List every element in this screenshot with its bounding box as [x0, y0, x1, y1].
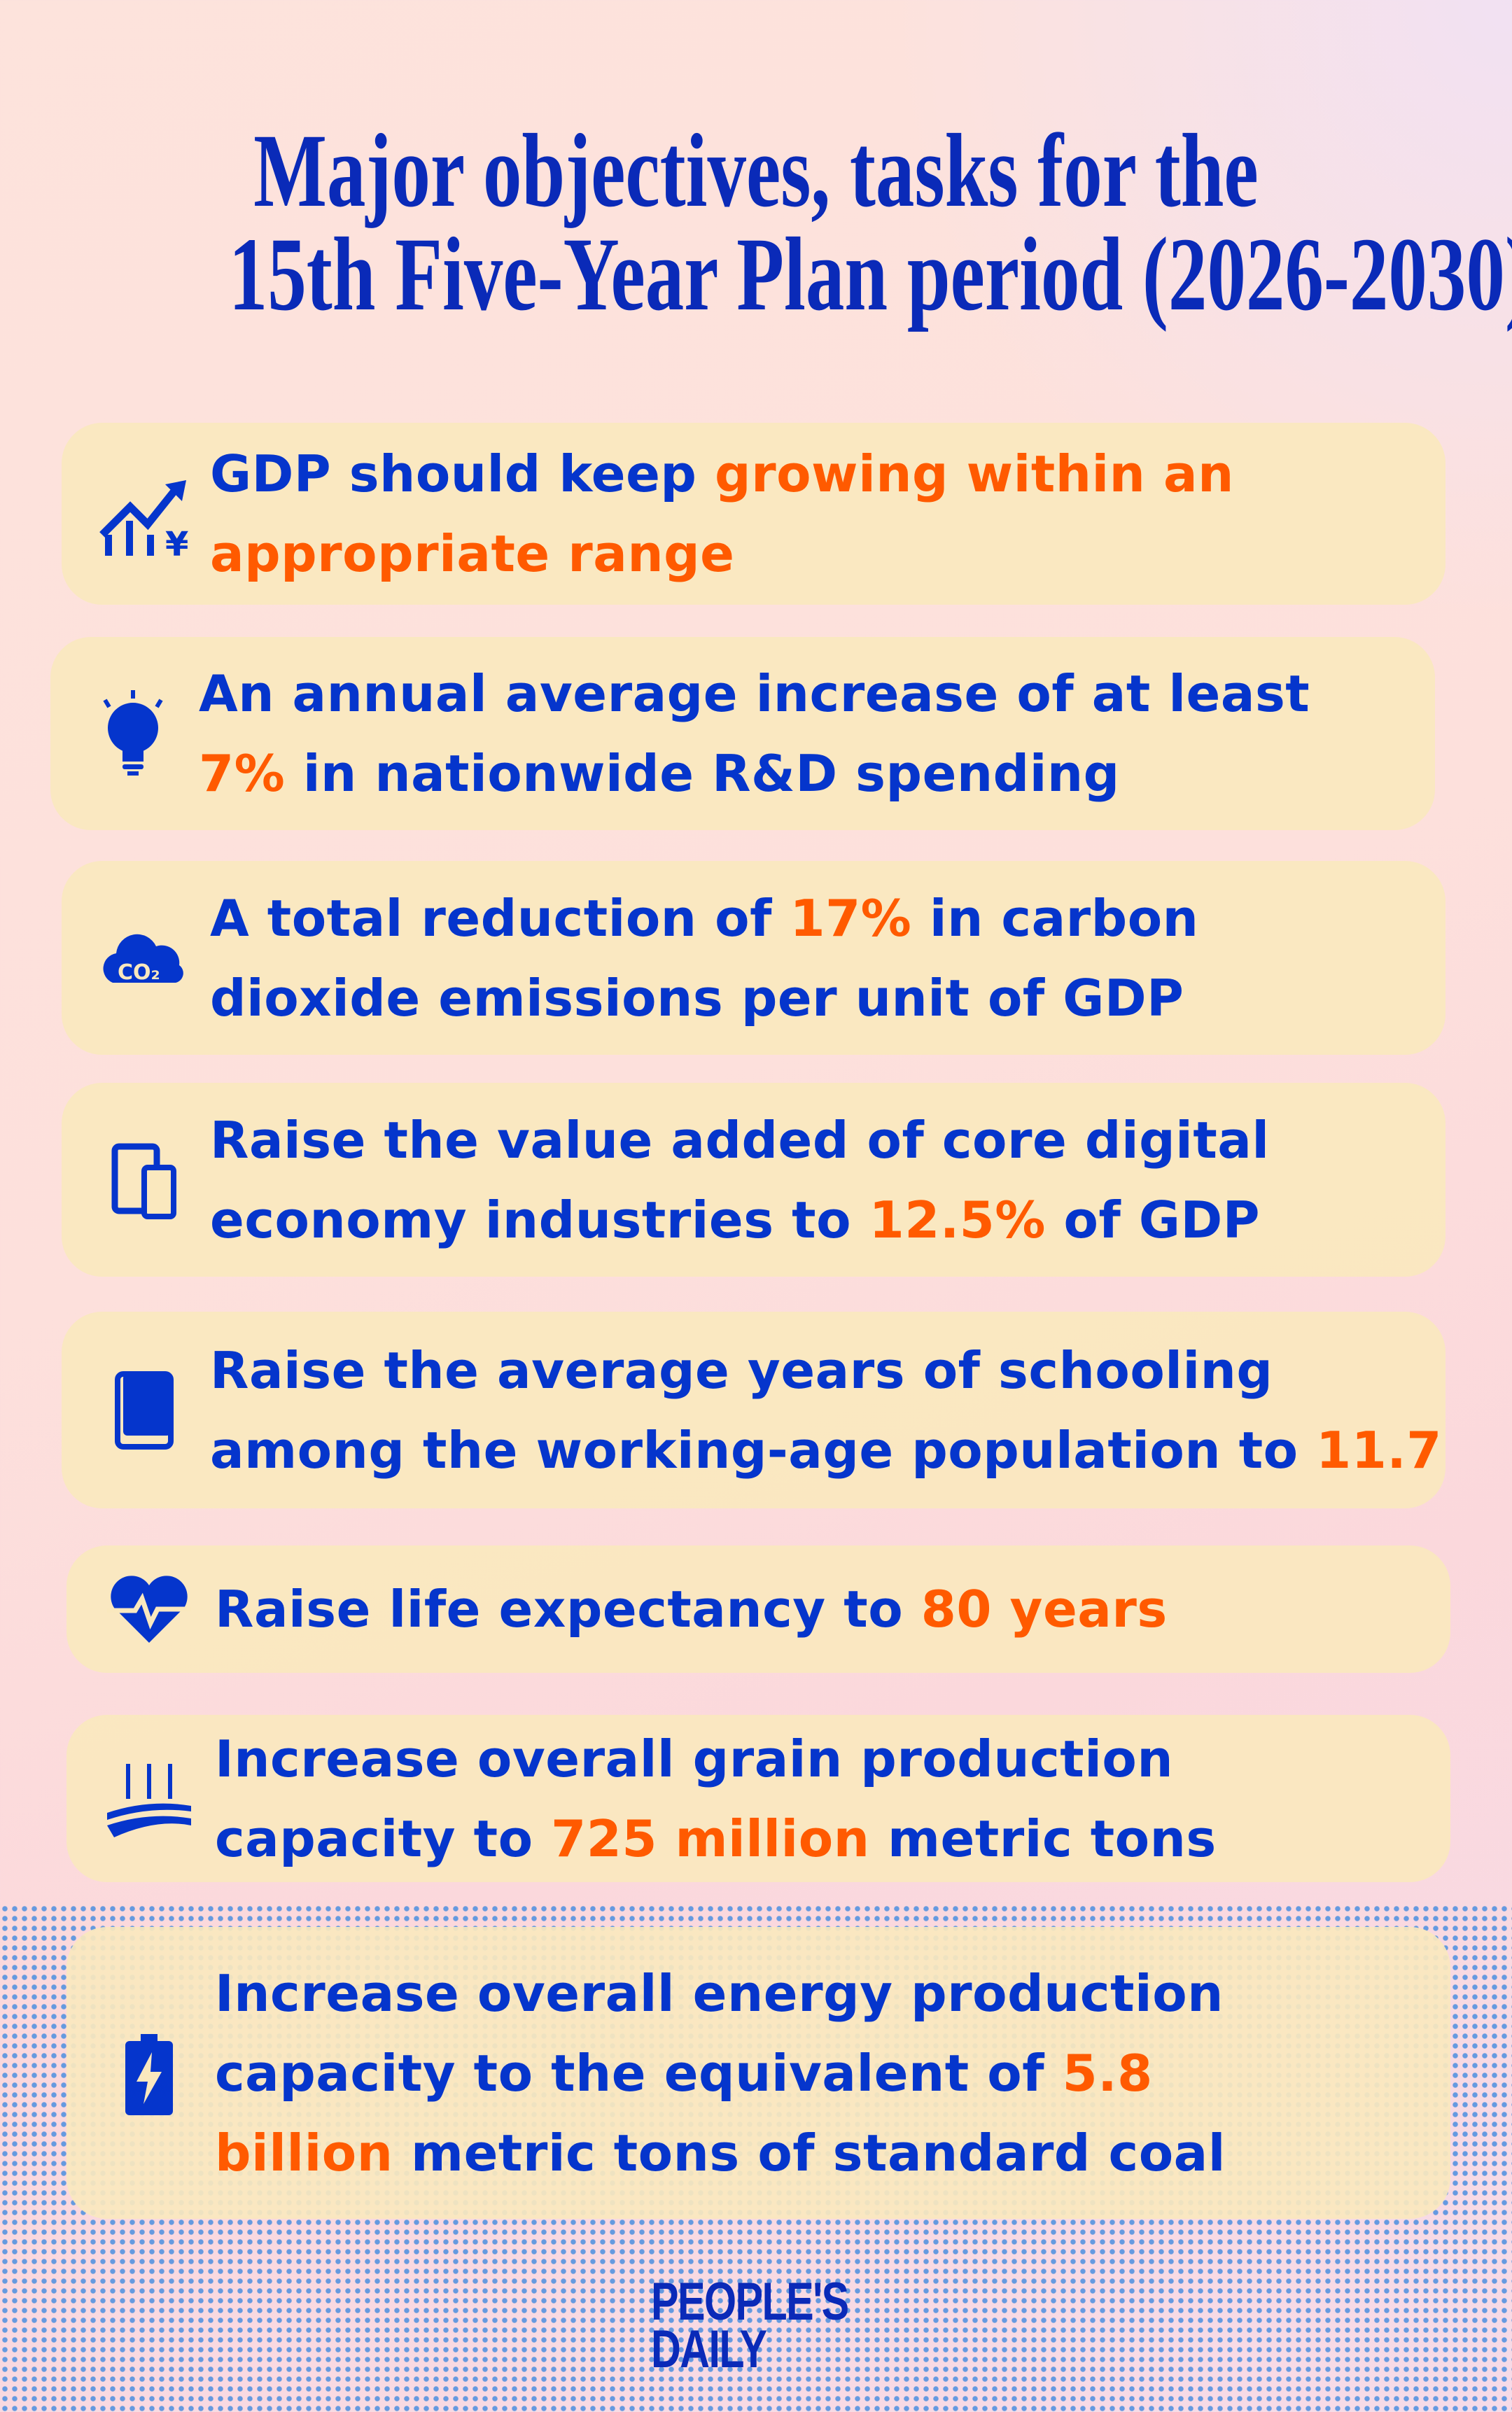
title-line-1: Major objectives, tasks for the — [253, 113, 1259, 229]
highlight-text: 80 years — [920, 1580, 1168, 1639]
body-text: capacity to the equivalent of — [215, 2043, 1063, 2103]
objective-text: GDP should keep growing within an appropr… — [210, 434, 1234, 594]
text-line: among the working-age population to 11.7 — [210, 1410, 1442, 1490]
highlight-text: appropriate range — [210, 524, 735, 583]
body-text: capacity to — [215, 1809, 552, 1868]
highlight-text: 17% — [790, 888, 912, 948]
body-text: dioxide emissions per unit of GDP — [210, 968, 1184, 1028]
text-line: billion metric tons of standard coal — [215, 2113, 1226, 2193]
body-text: metric tons of standard coal — [393, 2123, 1226, 2182]
co2-cloud-icon: CO₂ — [95, 909, 193, 1007]
highlight-text: billion — [215, 2123, 393, 2182]
text-line: 7% in nationwide R&D spending — [199, 734, 1310, 813]
body-text: Raise the value added of core digital — [210, 1110, 1270, 1170]
body-text: Raise the average years of schooling — [210, 1340, 1273, 1400]
text-line: Raise the value added of core digital — [210, 1100, 1270, 1180]
objective-text: An annual average increase of at least 7%… — [199, 654, 1310, 813]
svg-text:¥: ¥ — [165, 525, 188, 563]
text-line: dioxide emissions per unit of GDP — [210, 958, 1198, 1038]
text-line: GDP should keep growing within an — [210, 434, 1234, 514]
body-text: An annual average increase of at least — [199, 664, 1310, 723]
body-text: Increase overall energy production — [215, 1963, 1224, 2023]
body-text: of GDP — [1045, 1190, 1260, 1249]
objective-card: Increase overall energy production capaci… — [66, 1927, 1450, 2219]
title-line-2: 15th Five-Year Plan period (2026-2030) — [228, 216, 1512, 332]
body-text: economy industries to — [210, 1190, 869, 1249]
objective-card: Increase overall grain production capacit… — [66, 1715, 1450, 1882]
highlight-text: 12.5% — [869, 1190, 1046, 1249]
objective-card: Raise the average years of schooling amon… — [62, 1312, 1446, 1508]
objective-text: Raise the average years of schooling amon… — [210, 1331, 1442, 1490]
text-line: capacity to 725 million metric tons — [215, 1799, 1217, 1879]
heartbeat-icon — [100, 1560, 198, 1658]
body-text: in carbon — [911, 888, 1199, 948]
chart-yuan-icon: ¥ — [95, 465, 193, 564]
body-text: metric tons — [869, 1809, 1217, 1868]
objective-text: Raise the value added of core digital eco… — [210, 1100, 1270, 1260]
text-line: An annual average increase of at least — [199, 654, 1310, 734]
grain-field-icon — [100, 1750, 198, 1848]
highlight-text: 5.8 — [1062, 2043, 1153, 2103]
objective-text: Increase overall grain production capacit… — [215, 1719, 1217, 1879]
logo-line-2: DAILY — [651, 2320, 767, 2379]
objective-card: CO₂ A total reduction of 17% in carbon dio… — [62, 861, 1446, 1055]
svg-text:CO₂: CO₂ — [118, 960, 160, 985]
objective-text: A total reduction of 17% in carbon dioxid… — [210, 878, 1198, 1038]
text-line: Increase overall grain production — [215, 1719, 1217, 1799]
objective-card: Raise life expectancy to 80 years — [66, 1545, 1450, 1673]
logo-line-1: PEOPLE'S — [651, 2272, 849, 2332]
objective-text: Increase overall energy production capaci… — [215, 1954, 1226, 2193]
text-line: Raise life expectancy to 80 years — [215, 1569, 1168, 1649]
devices-icon — [95, 1131, 193, 1229]
text-line: Raise the average years of schooling — [210, 1331, 1442, 1410]
highlight-text: 7% — [199, 744, 286, 803]
text-line: economy industries to 12.5% of GDP — [210, 1180, 1270, 1260]
text-line: appropriate range — [210, 514, 1234, 594]
objective-card: An annual average increase of at least 7%… — [50, 637, 1435, 830]
objective-card: Raise the value added of core digital eco… — [62, 1083, 1446, 1277]
highlight-text: 725 million — [551, 1809, 870, 1868]
body-text: Increase overall grain production — [215, 1729, 1174, 1788]
body-text: GDP should keep — [210, 444, 715, 503]
highlight-text: 11.7 — [1316, 1420, 1442, 1480]
text-line: capacity to the equivalent of 5.8 — [215, 2033, 1226, 2113]
highlight-text: growing within an — [715, 444, 1234, 503]
lightbulb-icon — [84, 685, 182, 783]
body-text: in nationwide R&D spending — [285, 744, 1120, 803]
page-title: Major objectives, tasks for the 15th Fiv… — [0, 113, 1512, 332]
peoples-daily-logo: PEOPLE'S DAILY — [651, 2272, 849, 2379]
body-text: Raise life expectancy to — [215, 1580, 921, 1639]
book-icon — [95, 1361, 193, 1459]
text-line: Increase overall energy production — [215, 1954, 1226, 2033]
body-text: A total reduction of — [210, 888, 790, 948]
text-line: A total reduction of 17% in carbon — [210, 878, 1198, 958]
battery-icon — [100, 2024, 198, 2122]
objective-text: Raise life expectancy to 80 years — [215, 1569, 1168, 1649]
body-text: among the working-age population to — [210, 1420, 1317, 1480]
objective-card: ¥ GDP should keep growing within an approp… — [62, 423, 1446, 605]
